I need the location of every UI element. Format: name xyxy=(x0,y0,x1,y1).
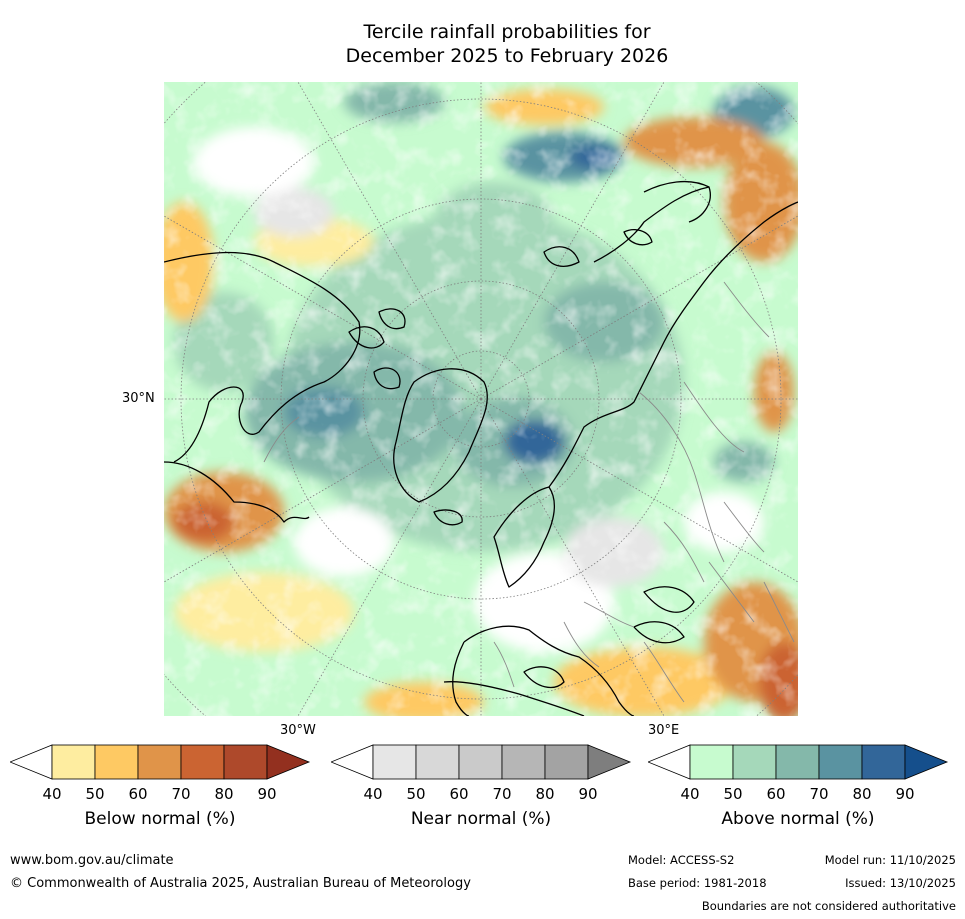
colorbar-below-normal-label: Below normal (%) xyxy=(84,809,236,829)
footer-model: Model: ACCESS-S2 xyxy=(628,853,735,867)
colorbar-below-normal-tick: 90 xyxy=(257,785,277,803)
colorbar-above-normal: 40 50 60 70 80 90 Above normal (%) xyxy=(648,743,950,829)
colorbar-below-normal-tick: 70 xyxy=(171,785,191,803)
colorbar-above-normal-segment xyxy=(861,744,906,780)
colorbar-below-normal-tick: 80 xyxy=(214,785,234,803)
map-canvas xyxy=(164,82,798,716)
colorbar-near-normal-tick: 70 xyxy=(492,785,512,803)
colorbar-above-normal-tick: 70 xyxy=(809,785,829,803)
footer-base-period: Base period: 1981-2018 xyxy=(628,876,767,890)
colorbar-above-normal-ticks: 40 50 60 70 80 90 xyxy=(648,785,948,803)
colorbar-near-normal-tick: 60 xyxy=(449,785,469,803)
footer-boundaries-note: Boundaries are not considered authoritat… xyxy=(701,899,956,913)
map-title: Tercile rainfall probabilities for Decem… xyxy=(0,20,965,68)
colorbar-near-normal-swatches xyxy=(331,744,632,780)
colorbar-below-normal-segment xyxy=(180,744,225,780)
colorbar-below-normal-extend-high xyxy=(266,744,311,780)
colorbar-above-normal-extend-high xyxy=(904,744,949,780)
colorbar-near-normal-segment xyxy=(415,744,460,780)
colorbar-near-normal-segment xyxy=(458,744,503,780)
colorbar-above-normal-tick: 40 xyxy=(680,785,700,803)
polar-map xyxy=(164,82,798,716)
colorbar-below-normal-segment xyxy=(94,744,139,780)
colorbar-above-normal-tick: 60 xyxy=(766,785,786,803)
colorbar-above-normal-tick: 90 xyxy=(895,785,915,803)
colorbar-near-normal-tick: 40 xyxy=(363,785,383,803)
title-line-2: December 2025 to February 2026 xyxy=(345,45,669,67)
colorbar-near-normal-tick: 50 xyxy=(406,785,426,803)
colorbar-above-normal-label: Above normal (%) xyxy=(721,809,875,829)
footer-model-run: Model run: 11/10/2025 xyxy=(824,853,956,867)
longitude-label-east: 30°E xyxy=(648,723,680,738)
colorbar-above-normal-segment xyxy=(818,744,863,780)
longitude-label-west: 30°W xyxy=(280,723,316,738)
footer-copyright: © Commonwealth of Australia 2025, Austra… xyxy=(10,876,471,891)
colorbar-below-normal-segment xyxy=(223,744,268,780)
colorbar-near-normal-segment xyxy=(372,744,417,780)
colorbar-below-normal-tick: 40 xyxy=(42,785,62,803)
colorbar-below-normal-extend-low xyxy=(10,744,53,780)
colorbar-above-normal-segment xyxy=(732,744,777,780)
graticule xyxy=(164,82,798,716)
colorbar-below-normal-tick: 50 xyxy=(85,785,105,803)
title-line-1: Tercile rainfall probabilities for xyxy=(363,21,651,43)
colorbar-below-normal-segment xyxy=(137,744,182,780)
colorbar-near-normal-extend-high xyxy=(587,744,632,780)
colorbar-near-normal: 40 50 60 70 80 90 Near normal (%) xyxy=(331,743,633,829)
coastlines xyxy=(164,180,798,716)
colorbar-below-normal: 40 50 60 70 80 90 Below normal (%) xyxy=(10,743,312,829)
colorbar-below-normal-segment xyxy=(51,744,96,780)
colorbar-above-normal-tick: 50 xyxy=(723,785,743,803)
colorbar-near-normal-ticks: 40 50 60 70 80 90 xyxy=(331,785,631,803)
footer-issued: Issued: 13/10/2025 xyxy=(845,876,956,890)
colorbar-near-normal-tick: 90 xyxy=(578,785,598,803)
colorbar-below-normal-ticks: 40 50 60 70 80 90 xyxy=(10,785,310,803)
colorbar-near-normal-segment xyxy=(501,744,546,780)
latitude-label: 30°N xyxy=(122,391,155,406)
colorbar-near-normal-tick: 80 xyxy=(535,785,555,803)
colorbar-above-normal-swatches xyxy=(648,744,949,780)
colorbar-near-normal-label: Near normal (%) xyxy=(410,809,552,829)
colorbar-above-normal-segment xyxy=(775,744,820,780)
colorbar-below-normal-tick: 60 xyxy=(128,785,148,803)
footer-url[interactable]: www.bom.gov.au/climate xyxy=(10,853,174,868)
colorbar-below-normal-swatches xyxy=(10,744,311,780)
colorbar-above-normal-extend-low xyxy=(648,744,691,780)
colorbar-near-normal-extend-low xyxy=(331,744,374,780)
colorbar-above-normal-segment xyxy=(689,744,734,780)
country-borders xyxy=(263,281,795,703)
colorbar-near-normal-segment xyxy=(544,744,589,780)
colorbar-above-normal-tick: 80 xyxy=(852,785,872,803)
